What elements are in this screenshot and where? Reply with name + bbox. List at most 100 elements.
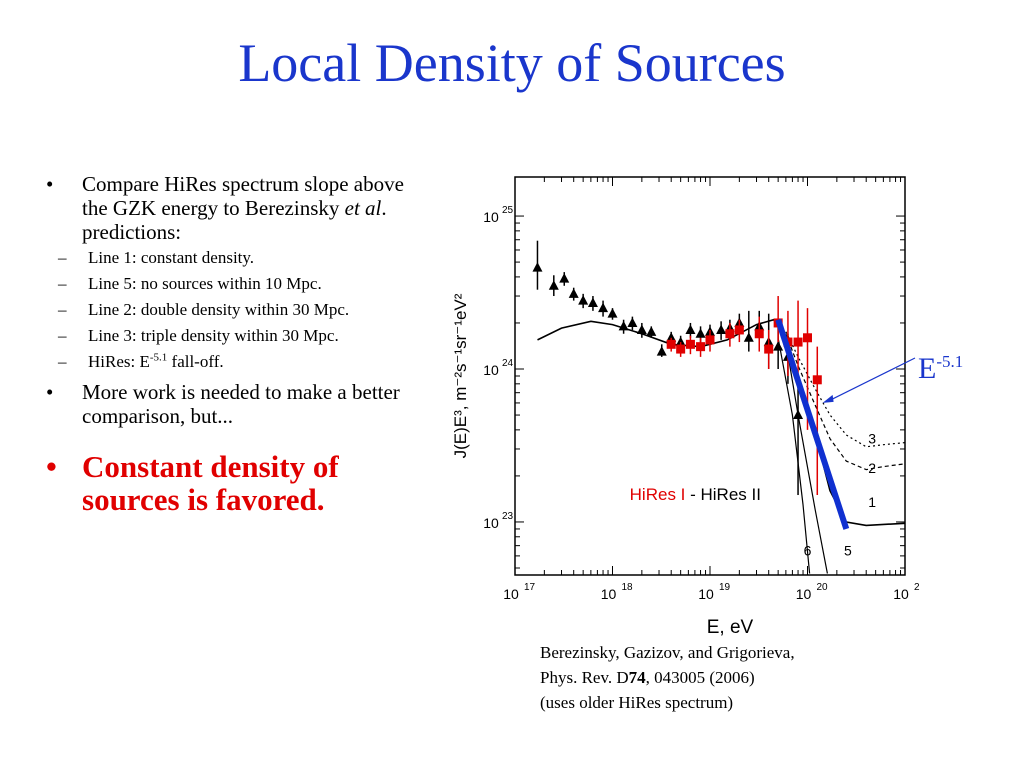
bullet-compare-text: Compare HiRes spectrum slope above the G… <box>82 172 404 220</box>
hires1-point <box>725 329 735 339</box>
bullet-marker: • <box>46 380 54 404</box>
y-tick-label-exponent: 24 <box>502 358 514 369</box>
x-tick-label-exponent: 21 <box>914 582 920 593</box>
x-tick-label-exponent: 18 <box>622 582 634 593</box>
y-tick-label: 10 <box>483 515 499 531</box>
sub-bullet-line2: – Line 2: double density within 30 Mpc. <box>42 300 422 320</box>
dash-marker: – <box>58 274 67 293</box>
bullet-compare-tail: . predictions: <box>82 196 387 244</box>
hires2-point <box>656 346 667 356</box>
bullet-conclusion-text: Constant density of sources is favored. <box>82 449 339 517</box>
hires1-point <box>764 344 774 354</box>
curve-label-3: 3 <box>868 431 876 447</box>
sub-bullet-hires: – HiRes: E-5.1 fall-off. <box>42 352 422 372</box>
sub-bullet-line5: – Line 5: no sources within 10 Mpc. <box>42 274 422 294</box>
x-tick-label: 10 <box>601 586 617 602</box>
dash-marker: – <box>58 352 67 371</box>
y-tick-label: 10 <box>483 362 499 378</box>
y-axis-label: J(E)E³, m⁻²s⁻¹sr⁻¹eV² <box>451 293 470 458</box>
y-tick-label: 10 <box>483 209 499 225</box>
sub-bullet-list: – Line 1: constant density. – Line 5: no s… <box>42 248 422 372</box>
sub-bullet-text: Line 1: constant density. <box>88 248 255 267</box>
hires2-point <box>618 320 629 331</box>
hires2-point <box>578 295 589 305</box>
hires2-point <box>548 280 559 290</box>
x-tick-label: 10 <box>796 586 812 602</box>
hires1-point <box>812 375 822 385</box>
legend-separator: - <box>685 485 700 504</box>
legend-hires1: HiRes I <box>630 485 686 504</box>
bullet-marker: • <box>46 172 54 196</box>
dash-marker: – <box>58 326 67 345</box>
caption-volume: 74 <box>628 668 646 687</box>
sub-bullet-line3: – Line 3: triple density within 30 Mpc. <box>42 326 422 346</box>
hires2-point <box>716 324 727 334</box>
x-tick-label: 10 <box>503 586 519 602</box>
curve-label-1: 1 <box>868 494 876 510</box>
e51-annotation-base: E <box>918 352 937 385</box>
hires2-point <box>587 297 598 308</box>
plot-frame <box>514 176 906 576</box>
dash-marker: – <box>58 300 67 319</box>
hires1-point <box>685 339 695 349</box>
y-tick-label-exponent: 23 <box>502 511 514 522</box>
hires2-point <box>636 324 647 334</box>
curve-label-6: 6 <box>804 543 812 559</box>
x-tick-label-exponent: 17 <box>524 582 536 593</box>
hires1-point <box>734 325 744 335</box>
e51-annotation: E-5.1 <box>918 352 963 386</box>
hires1-point <box>666 339 676 349</box>
x-tick-label-exponent: 20 <box>817 582 829 593</box>
model-curve-5 <box>785 342 828 574</box>
sub-bullet-hires-suffix: fall-off. <box>167 352 224 371</box>
hires2-point <box>559 273 570 283</box>
sub-bullet-hires-prefix: HiRes: E <box>88 352 150 371</box>
hires1-point <box>803 333 812 343</box>
sub-bullet-text: Line 5: no sources within 10 Mpc. <box>88 274 322 293</box>
hires2-point <box>685 324 696 334</box>
model-curve-2 <box>785 333 905 471</box>
sub-bullet-line1: – Line 1: constant density. <box>42 248 422 268</box>
hires2-point <box>598 302 609 313</box>
x-tick-label: 10 <box>698 586 714 602</box>
hires1-point <box>676 344 686 354</box>
legend-hires2: HiRes II <box>701 485 761 504</box>
bullet-more-work: • More work is needed to make a better c… <box>42 380 422 428</box>
hires2-point <box>793 409 804 420</box>
spectrum-chart-svg: 10171018101910201021102510241023E, eVJ(E… <box>451 176 920 638</box>
spectrum-chart: 10171018101910201021102510241023E, eVJ(E… <box>440 165 920 645</box>
chart-legend: HiRes I - HiRes II <box>630 485 761 504</box>
dash-marker: – <box>58 248 67 267</box>
curve-label-2: 2 <box>868 460 876 476</box>
hires2-point <box>666 332 677 342</box>
slide-title: Local Density of Sources <box>238 33 786 93</box>
hires2-point <box>607 308 618 318</box>
x-tick-label: 10 <box>893 586 909 602</box>
bullet-compare: • Compare HiRes spectrum slope above the… <box>42 172 422 244</box>
bullet-more-work-text: More work is needed to make a better com… <box>82 380 400 428</box>
x-axis-label: E, eV <box>707 617 754 638</box>
hires2-point <box>695 328 706 338</box>
e51-annotation-exponent: -5.1 <box>936 352 964 371</box>
sub-bullet-text: Line 3: triple density within 30 Mpc. <box>88 326 339 345</box>
sub-bullet-text: Line 2: double density within 30 Mpc. <box>88 300 350 319</box>
hires1-point <box>705 335 715 345</box>
caption-line-authors: Berezinsky, Gazizov, and Grigorieva, <box>540 643 795 662</box>
hires1-point <box>696 342 706 352</box>
bullet-marker: • <box>46 449 57 484</box>
x-tick-label-exponent: 19 <box>719 582 731 593</box>
y-tick-label-exponent: 25 <box>502 205 514 216</box>
hires1-point <box>754 329 764 339</box>
hires2-point <box>675 336 686 347</box>
annotation-arrowhead <box>822 394 834 403</box>
bullet-conclusion: • Constant density of sources is favored… <box>42 450 422 516</box>
hires2-point <box>532 262 543 272</box>
caption-line-journal: Phys. Rev. D74, 043005 (2006) <box>540 665 960 690</box>
hires2-point <box>743 332 754 342</box>
caption-line-note: (uses older HiRes spectrum) <box>540 693 734 712</box>
annotation-arrow <box>828 357 916 402</box>
hires2-point <box>568 288 579 298</box>
bullet-list: • Compare HiRes spectrum slope above the… <box>42 172 422 520</box>
reference-caption: Berezinsky, Gazizov, and Grigorieva, Phy… <box>540 640 960 715</box>
caption-journal-name: Phys. Rev. D <box>540 668 629 687</box>
